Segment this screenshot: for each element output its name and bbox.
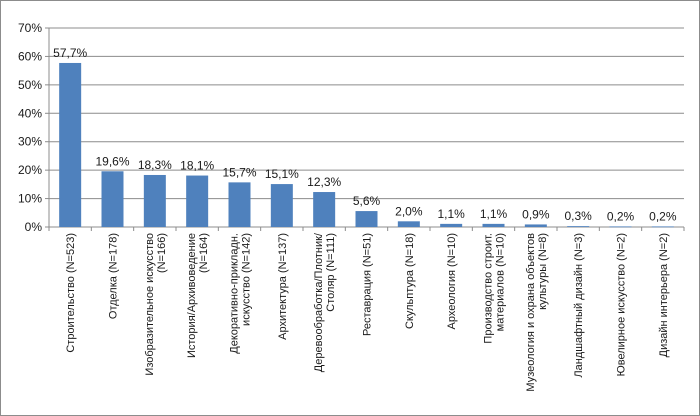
bar [440,223,463,227]
data-label: 57,7% [53,46,87,60]
y-tick-label: 50% [18,78,42,92]
bar [651,226,674,228]
bar [59,62,82,227]
x-tick-label: (N=164) [198,233,210,273]
bar [228,182,251,227]
x-tick-label: Скульптура (N=18) [404,233,416,329]
x-tick-label: Отделка (N=178) [108,233,120,319]
x-tick-label: Реставрация (N=51) [362,233,374,336]
data-label: 1,1% [480,207,508,221]
bar [567,226,590,227]
data-label: 5,6% [353,194,381,208]
data-label: 18,3% [138,158,172,172]
bar [186,175,209,227]
data-label: 0,2% [607,209,635,223]
x-tick-label: История/Архивоведение [186,233,198,358]
x-tick-label: культуры (N=8) [537,233,549,310]
data-label: 2,0% [395,204,423,218]
bar [482,223,505,227]
bar [355,211,378,227]
bar [101,171,124,227]
y-tick-label: 20% [18,163,42,177]
x-tick-label: Музеология и охрана объектов [525,233,537,392]
data-label: 0,9% [522,207,550,221]
x-tick-label: Столяр (N=111) [325,233,337,312]
data-label: 15,7% [222,165,256,179]
x-tick-label: Декоративно-прикладн. [229,233,241,354]
x-tick-label: Архитектура (N=137) [277,233,289,340]
x-tick-label: Производство строит. [483,233,495,344]
x-tick-label: Строительство (N=523) [65,233,77,353]
bar [143,174,166,227]
x-tick-label: Изобразительное искусство [144,233,156,376]
y-tick-label: 10% [18,192,42,206]
data-label: 19,6% [95,154,129,168]
bar [524,224,547,227]
y-tick-label: 40% [18,106,42,120]
x-tick-label: Ювелирное искусство (N=2) [616,233,628,376]
bar [313,192,336,227]
data-label: 12,3% [307,175,341,189]
y-tick-label: 60% [18,49,42,63]
data-label: 0,2% [649,209,677,223]
x-tick-label: Деревообработка/Плотник/ [313,232,325,372]
bar [609,226,632,228]
bar [397,221,420,227]
x-tick-label: Археология (N=10) [446,233,458,329]
x-tick-label: Ландшафтный дизайн (N=3) [573,233,585,378]
x-tick-label: Дизайн интерьера (N=2) [658,233,670,357]
bar [270,184,293,227]
y-tick-label: 0% [25,220,43,234]
x-tick-label: (N=166) [156,233,168,273]
data-label: 0,3% [564,209,592,223]
data-label: 15,1% [265,167,299,181]
x-tick-label: искусство (N=142) [241,233,253,326]
data-label: 1,1% [437,207,465,221]
data-label: 18,1% [180,159,214,173]
y-tick-label: 70% [18,21,42,35]
x-tick-label: материалов (N=10) [495,233,507,331]
y-tick-label: 30% [18,135,42,149]
